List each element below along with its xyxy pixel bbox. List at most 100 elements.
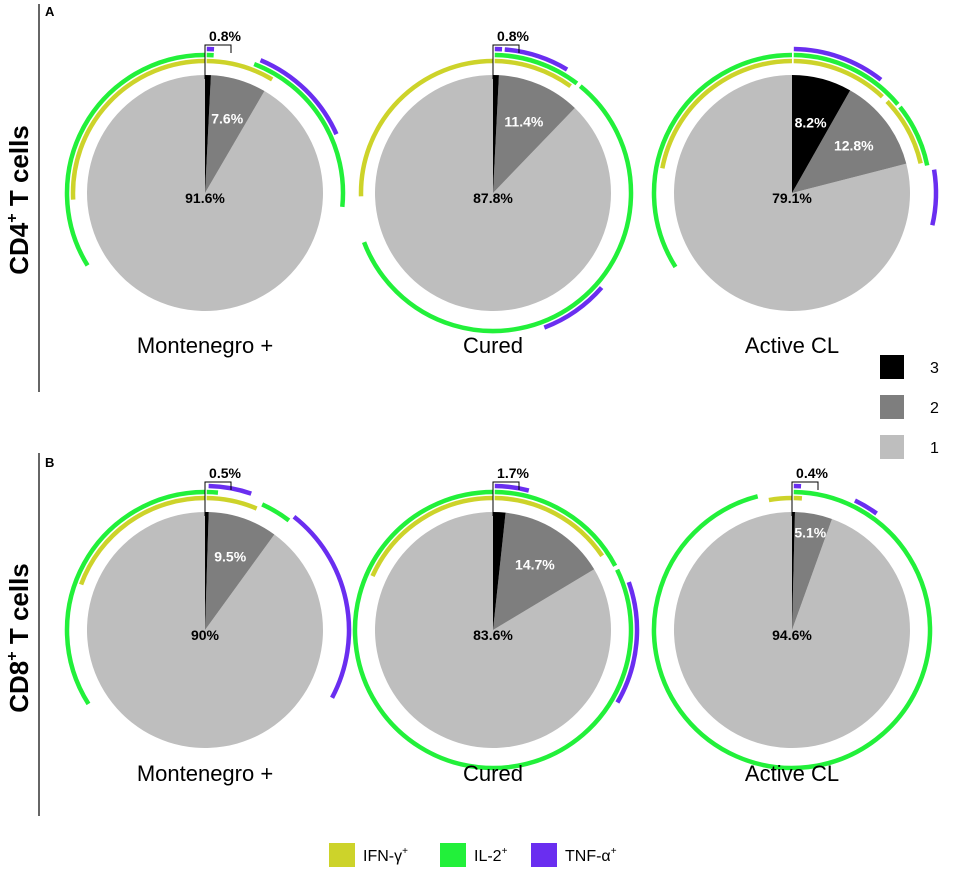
legend-label-1: 1 (930, 440, 939, 457)
legend-label-ifn: IFN-γ+ (363, 846, 408, 865)
slice-1-functional (374, 512, 611, 748)
arc-tnf-1 (494, 483, 530, 493)
legend-label-2: 2 (930, 400, 939, 417)
slice-3-leader-line (492, 481, 520, 516)
slice-label-2: 11.4% (504, 114, 543, 130)
slice-label-2: 9.5% (214, 548, 246, 564)
pie-a-active-cl: 79.1% 12.8% 8.2% Active CL (651, 46, 939, 358)
slice-label-3: 8.2% (795, 114, 827, 130)
legend-swatch-2 (880, 395, 904, 419)
group-label: Active CL (745, 333, 839, 358)
group-label: Active CL (745, 761, 839, 786)
arc-ifn-2 (78, 495, 206, 586)
slice-3-functional (792, 75, 851, 193)
group-label: Montenegro + (137, 761, 273, 786)
slice-2-functional (205, 512, 275, 630)
arc-il-2-1 (494, 52, 579, 86)
slice-label-2: 14.7% (515, 556, 555, 572)
arc-il-2-1 (793, 52, 900, 106)
slice-1-functional (86, 75, 323, 311)
arc-il-2-2 (253, 61, 346, 208)
arc-il-2-1 (494, 489, 618, 567)
legend-swatch-1 (880, 435, 904, 459)
arc-ifn-1 (793, 58, 884, 99)
slice-3-functional (792, 512, 795, 630)
slice-label-2: 5.1% (794, 525, 826, 541)
arc-il-2-2 (352, 489, 634, 771)
slice-3-leader-line (204, 44, 232, 79)
row-title-b: CD8+ T cells (4, 563, 34, 713)
arc-ifn-2 (768, 495, 793, 503)
arc-tnf-2 (853, 498, 878, 516)
arc-tnf-2 (930, 169, 939, 226)
slice-3-leader-line (791, 481, 819, 516)
slice-label-1: 91.6% (185, 190, 225, 206)
arc-il-2-2 (261, 502, 291, 523)
arc-il-2-3 (64, 52, 206, 267)
legend-swatch-tnf (531, 843, 557, 867)
panel-label-b: B (45, 455, 54, 470)
slice-label-2: 12.8% (834, 138, 874, 154)
legend-swatch-ifn (329, 843, 355, 867)
arc-ifn-1 (206, 58, 274, 82)
arc-tnf-2 (615, 581, 640, 704)
pies-layer: 91.6% 7.6% 0.8% Montenegro + 87.8% 11.4% 0.8% C… (64, 28, 939, 786)
group-label: Montenegro + (137, 333, 273, 358)
slice-2-functional (493, 512, 595, 630)
arc-il-2-3 (651, 52, 793, 269)
arc-tnf-1 (793, 46, 883, 82)
slice-3-functional (205, 512, 209, 630)
slice-1-functional (673, 512, 910, 748)
pie-b-montenegro: 90% 9.5% 0.5% Montenegro + (64, 465, 352, 786)
group-label: Cured (463, 761, 523, 786)
arc-ifn-2 (70, 58, 206, 200)
pie-b-cured: 83.6% 14.7% 1.7% Cured (352, 465, 640, 786)
slice-2-functional (205, 75, 265, 193)
panel-label-a: A (45, 4, 55, 19)
legend-label-tnf: TNF-α+ (565, 846, 617, 865)
legend-label-3: 3 (930, 360, 939, 377)
arc-tnf-3 (543, 286, 604, 330)
arc-ifn-1 (494, 58, 572, 89)
group-label: Cured (463, 333, 523, 358)
slice-label-3: 0.8% (209, 28, 241, 44)
slice-label-3: 0.8% (497, 28, 529, 44)
slice-label-1: 79.1% (772, 190, 812, 206)
arc-il-2-1 (206, 489, 219, 495)
arc-ifn-2 (885, 99, 923, 164)
arc-tnf-2 (259, 58, 339, 136)
row-title-a: CD4+ T cells (4, 125, 34, 275)
arc-ifn-2 (370, 495, 494, 577)
pie-b-active-cl: 94.6% 5.1% 0.4% Active CL (651, 465, 933, 786)
slice-1-functional (375, 75, 612, 311)
pie-a-montenegro: 91.6% 7.6% 0.8% Montenegro + (64, 28, 346, 358)
slice-label-1: 87.8% (473, 190, 513, 206)
slice-label-2: 7.6% (211, 110, 243, 126)
slice-1-functional (673, 75, 910, 311)
legend-swatch-3 (880, 355, 904, 379)
slice-label-3: 0.4% (796, 465, 828, 481)
arc-tnf-1 (208, 483, 252, 496)
slice-3-functional (205, 75, 211, 193)
fraction-legend: 3 2 1 (880, 355, 939, 459)
slice-1-functional (86, 512, 323, 748)
arc-ifn-1 (206, 495, 258, 511)
slice-3-leader-line (492, 44, 520, 79)
slice-3-functional (493, 75, 499, 193)
slice-3-leader-line (204, 481, 232, 516)
arc-il-2-2 (361, 84, 634, 334)
arc-ifn-3 (660, 58, 793, 169)
slice-label-1: 94.6% (772, 627, 812, 643)
legend-swatch-il-2 (440, 843, 466, 867)
slice-2-functional (792, 90, 907, 193)
slice-label-1: 90% (191, 627, 220, 643)
arc-il-2-3 (64, 489, 206, 706)
arc-ifn-2 (358, 58, 494, 197)
slice-label-1: 83.6% (473, 627, 513, 643)
pie-a-cured: 87.8% 11.4% 0.8% Cured (358, 28, 634, 358)
arc-il-2-1 (651, 489, 933, 771)
cytokine-legend: IFN-γ+ IL-2+ TNF-α+ (329, 843, 617, 867)
arc-tnf-2 (504, 47, 569, 72)
arc-ifn-1 (494, 495, 605, 558)
